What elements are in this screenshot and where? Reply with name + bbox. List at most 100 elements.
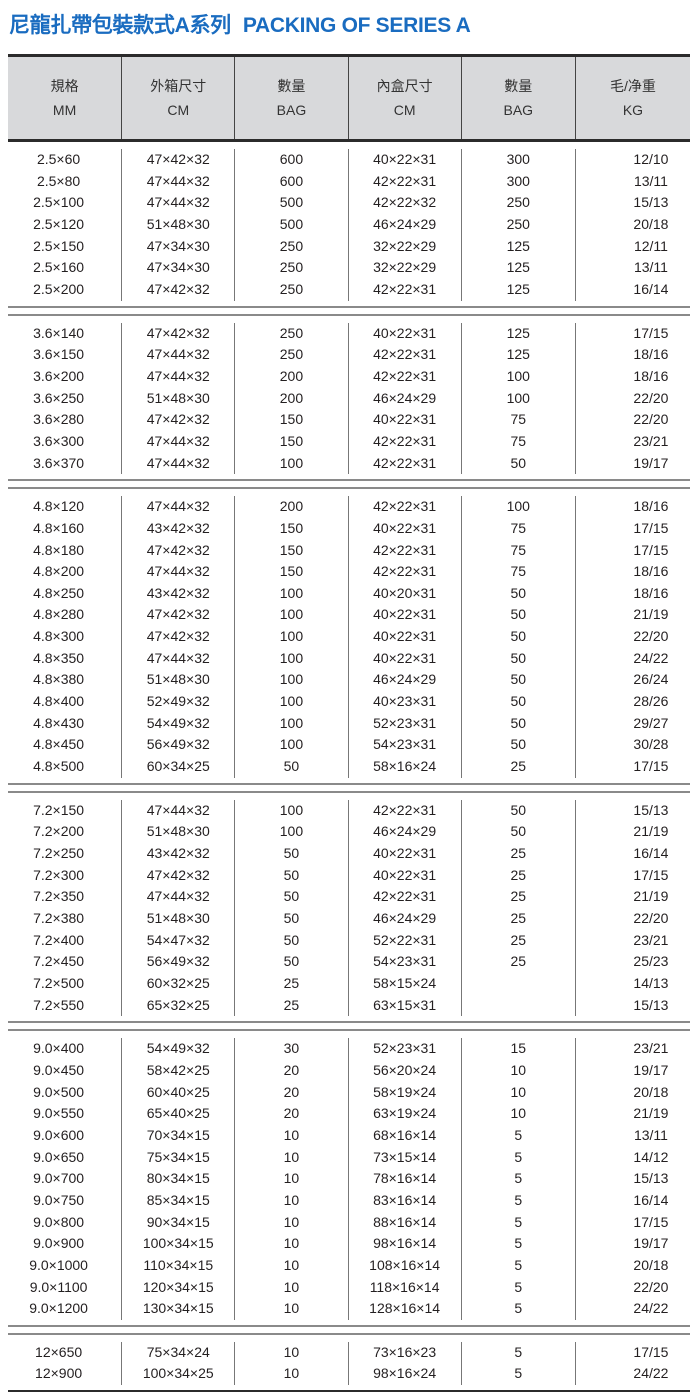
column-spec: 12×650 12×900 [8,1342,121,1385]
cell-outer-box-size: 120×34×15 [142,1278,214,1295]
cell-gross-net-weight: 12/10 [633,151,669,167]
cell-gross-net-weight: 20/18 [633,1083,669,1100]
cell-outer-box-size: 47×42×32 [146,324,210,341]
cell-outer-quantity: 100 [279,801,304,818]
title-chinese: 尼龍扎帶包裝款式A系列 [9,14,231,37]
cell-inner-quantity: 25 [510,953,527,970]
column-outer-box-size: 47×42×32 47×44×32 47×44×32 51×48×30 47×34×30… [121,149,234,301]
cell-inner-quantity: 125 [506,346,530,363]
cell-inner-quantity: 5 [514,1278,523,1295]
column-outer-quantity: 200 150 150 150 100 100 100 100 100 100 100 100 50 [234,496,347,778]
cell-spec: 12×650 [35,1343,83,1360]
cell-gross-net-weight: 18/16 [633,563,669,580]
cell-outer-box-size: 90×34×15 [146,1213,210,1230]
cell-spec: 9.0×1000 [29,1256,88,1273]
cell-outer-quantity: 10 [283,1235,300,1252]
cell-outer-quantity: 100 [279,628,304,645]
header-label-en: KG [622,102,644,118]
cell-outer-box-size: 47×34×30 [146,237,210,254]
cell-spec: 9.0×600 [33,1126,85,1143]
cell-inner-quantity: 5 [514,1191,523,1208]
cell-outer-quantity: 30 [283,1040,300,1057]
cell-outer-quantity: 150 [279,563,304,580]
cell-inner-box-size: 40×22×31 [373,845,437,862]
cell-spec: 4.8×450 [33,736,85,753]
cell-gross-net-weight: 22/20 [633,411,669,428]
cell-inner-box-size: 42×22×31 [373,432,437,449]
cell-outer-quantity: 10 [283,1343,300,1360]
cell-spec: 2.5×200 [33,280,85,297]
column-gross-net-weight: 23/21 19/17 20/18 21/19 13/11 14/12 15/13 16/14… [574,1038,690,1320]
header-label-en: CM [393,102,416,118]
row-group: 7.2×150 7.2×200 7.2×250 7.2×300 7.2×350 7.2×3… [8,790,690,1024]
cell-inner-quantity: 50 [510,671,527,688]
cell-gross-net-weight: 28/26 [633,693,669,710]
cell-inner-box-size: 42×22×31 [373,801,437,818]
cell-inner-box-size: 98×16×24 [373,1365,437,1382]
cell-inner-quantity: 75 [510,411,527,428]
cell-outer-box-size: 100×34×15 [142,1235,214,1252]
cell-outer-box-size: 56×49×32 [146,953,210,970]
cell-inner-quantity: 75 [510,432,527,449]
cell-inner-quantity: 25 [510,845,527,862]
cell-inner-quantity: 10 [510,1061,527,1078]
cell-inner-quantity: 25 [510,888,527,905]
cell-outer-box-size: 51×48×30 [146,823,210,840]
cell-gross-net-weight: 22/20 [633,389,669,406]
cell-outer-quantity: 25 [283,974,300,991]
cell-gross-net-weight: 23/21 [633,931,669,948]
cell-outer-box-size: 47×42×32 [146,541,210,558]
cell-outer-quantity: 100 [279,693,304,710]
cell-inner-quantity: 50 [510,606,527,623]
column-outer-quantity: 100 100 50 50 50 50 50 50 25 25 [234,799,347,1017]
cell-spec: 4.8×250 [33,584,85,601]
cell-inner-box-size: 46×24×29 [373,823,437,840]
cell-spec: 9.0×650 [33,1148,85,1165]
cell-outer-quantity: 50 [283,953,300,970]
cell-spec: 4.8×280 [33,606,85,623]
cell-inner-box-size: 73×16×23 [373,1343,437,1360]
cell-outer-box-size: 47×44×32 [146,194,210,211]
cell-outer-box-size: 51×48×30 [146,671,210,688]
cell-inner-box-size: 42×22×31 [373,498,437,515]
cell-inner-quantity: 5 [514,1300,523,1317]
cell-outer-box-size: 47×42×32 [146,866,210,883]
row-group: 2.5×60 2.5×80 2.5×100 2.5×120 2.5×150 2.5×160… [8,142,690,308]
header-label-en: MM [52,102,77,118]
cell-spec: 4.8×350 [33,649,85,666]
cell-inner-quantity: 75 [510,541,527,558]
cell-outer-quantity: 250 [279,259,304,276]
cell-gross-net-weight: 22/20 [633,910,669,926]
cell-spec: 7.2×550 [33,996,85,1013]
column-inner-box-size: 73×16×23 98×16×24 [347,1341,461,1386]
cell-inner-quantity: 25 [510,910,527,926]
cell-outer-box-size: 60×40×25 [146,1083,210,1100]
cell-inner-box-size: 42×22×31 [373,172,437,189]
cell-inner-box-size: 46×24×29 [373,215,437,232]
row-group: 4.8×120 4.8×160 4.8×180 4.8×200 4.8×250 4.8×2… [8,487,690,785]
cell-outer-box-size: 47×44×32 [146,432,210,449]
column-inner-quantity: 100 75 75 75 50 50 50 50 50 50 50 50 25 [460,496,575,778]
cell-outer-box-size: 47×44×32 [146,498,210,515]
cell-inner-box-size: 40×23×31 [373,693,437,710]
cell-inner-box-size: 98×16×14 [373,1235,437,1252]
cell-outer-box-size: 110×34×15 [143,1256,214,1273]
cell-inner-quantity: 100 [506,389,530,406]
column-outer-quantity: 30 20 20 20 10 10 10 10 10 10 10 10 10 [234,1038,347,1320]
cell-outer-quantity: 200 [279,367,304,384]
cell-spec: 3.6×370 [33,454,85,471]
cell-outer-box-size: 51×48×30 [146,389,210,406]
cell-gross-net-weight: 30/28 [633,736,669,753]
cell-outer-quantity: 600 [279,172,304,189]
cell-spec: 4.8×120 [33,498,85,515]
column-inner-quantity: 15 10 10 10 5 5 5 5 5 5 5 5 5 [460,1038,575,1320]
cell-gross-net-weight: 21/19 [633,888,669,905]
cell-gross-net-weight: 15/13 [633,194,669,211]
cell-outer-quantity: 150 [279,519,304,536]
cell-spec: 9.0×550 [33,1105,85,1122]
cell-inner-box-size: 46×24×29 [373,671,437,688]
cell-inner-box-size: 52×23×31 [373,1040,437,1057]
cell-gross-net-weight: 15/13 [633,1170,669,1187]
cell-inner-quantity: 75 [510,519,527,536]
cell-gross-net-weight: 17/15 [633,1343,669,1360]
